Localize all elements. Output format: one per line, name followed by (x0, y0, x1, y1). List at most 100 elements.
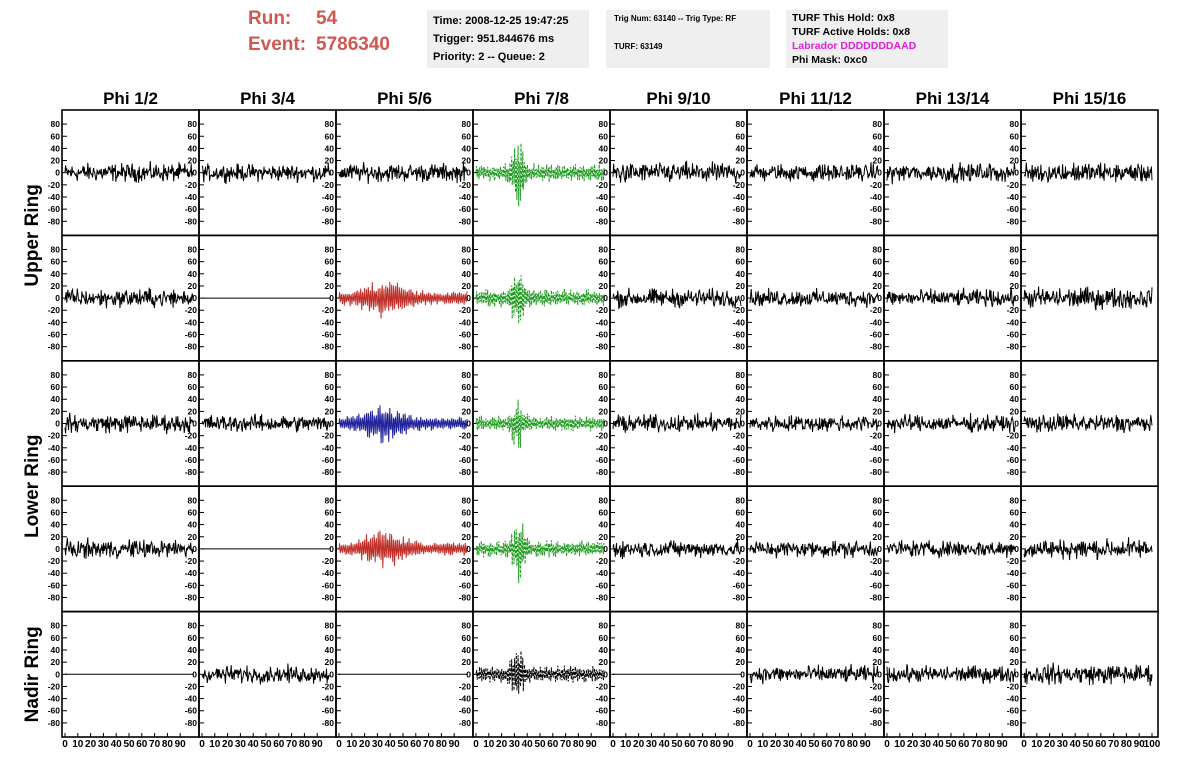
waveform-panel: -80 -60 -40 -20 0 20 40 60 80 (870, 610, 1022, 738)
x-tick-label: 30 (783, 739, 795, 750)
y-tick-label: 80 (873, 495, 883, 505)
y-tick-label: -20 (322, 681, 335, 691)
y-tick-label: -40 (1007, 192, 1020, 202)
y-tick-label: -60 (733, 706, 746, 716)
y-tick-label: 80 (599, 495, 609, 505)
waveform-panel: -80 -60 -40 -20 0 20 40 60 80 (185, 485, 337, 613)
y-tick-label: 40 (325, 269, 335, 279)
y-tick-label: -80 (322, 718, 335, 728)
timing-panel: Time: 2008-12-25 19:47:25 Trigger: 951.8… (427, 10, 589, 68)
y-tick-label: 20 (736, 156, 746, 166)
y-tick-label: -20 (596, 681, 609, 691)
waveform-panel: -80 -60 -40 -20 0 20 40 60 80 (48, 485, 200, 613)
time-text: Time: 2008-12-25 19:47:25 (433, 15, 569, 27)
y-tick-label: -20 (870, 681, 883, 691)
x-tick-label: 10 (620, 739, 632, 750)
y-tick-label: 0 (740, 544, 745, 554)
y-tick-label: -40 (48, 443, 61, 453)
waveform-trace (64, 412, 194, 435)
y-tick-label: -40 (322, 317, 335, 327)
x-tick-label: 70 (697, 739, 709, 750)
y-tick-label: -20 (733, 681, 746, 691)
x-tick-label: 20 (496, 739, 508, 750)
x-tick-label: 60 (684, 739, 696, 750)
y-tick-label: 20 (51, 657, 61, 667)
waveform-panel: -80 -60 -40 -20 0 20 40 60 80 (322, 610, 474, 738)
x-tick-label: 40 (248, 739, 260, 750)
y-tick-label: -20 (322, 305, 335, 315)
turf-hold-text: TURF This Hold: 0x8 (792, 12, 895, 24)
y-tick-label: -40 (48, 694, 61, 704)
y-tick-label: 20 (1010, 281, 1020, 291)
y-tick-label: 40 (873, 645, 883, 655)
waveform-trace (1023, 662, 1153, 686)
y-tick-label: -80 (733, 718, 746, 728)
waveform-panel: -80 -60 -40 -20 0 20 40 60 80 (48, 359, 200, 487)
y-tick-label: 20 (462, 281, 472, 291)
y-tick-label: 40 (325, 520, 335, 530)
waveform-panel: -80 -60 -40 -20 0 20 40 60 80 (185, 359, 337, 487)
waveform-panel: -80 -60 -40 -20 0 20 40 60 80 (733, 234, 885, 362)
y-tick-label: 80 (736, 119, 746, 129)
y-tick-label: -20 (1007, 681, 1020, 691)
y-tick-label: -80 (870, 467, 883, 477)
y-tick-label: 0 (192, 419, 197, 429)
x-tick-label: 90 (723, 739, 735, 750)
x-tick-label: 80 (573, 739, 585, 750)
y-tick-label: 80 (1010, 621, 1020, 631)
run-value: 54 (316, 8, 338, 29)
y-tick-label: -60 (1007, 455, 1020, 465)
waveform-panel: -80 -60 -40 -20 0 20 40 60 80 (1007, 359, 1159, 487)
x-tick-label: 50 (945, 739, 957, 750)
y-tick-label: 60 (599, 633, 609, 643)
y-tick-label: -40 (185, 192, 198, 202)
x-tick-label: 50 (808, 739, 820, 750)
y-tick-label: 80 (873, 370, 883, 380)
x-tick-label: 0 (336, 739, 342, 750)
y-tick-label: 40 (736, 520, 746, 530)
y-tick-label: 0 (877, 419, 882, 429)
waveform-panel: -80 -60 -40 -20 0 20 40 60 80 (870, 359, 1022, 487)
waveform-trace (749, 415, 879, 433)
x-tick-label: 40 (111, 739, 123, 750)
y-tick-label: 40 (462, 394, 472, 404)
y-tick-label: 80 (1010, 119, 1020, 129)
y-tick-label: -40 (48, 317, 61, 327)
y-tick-label: 80 (599, 119, 609, 129)
y-tick-label: 0 (877, 544, 882, 554)
x-tick-label: 20 (1044, 739, 1056, 750)
y-tick-label: 80 (51, 495, 61, 505)
waveform-panel: -80 -60 -40 -20 0 20 40 60 80 (733, 109, 885, 237)
y-tick-label: -80 (596, 216, 609, 226)
y-tick-label: 80 (51, 370, 61, 380)
y-tick-label: -60 (870, 580, 883, 590)
waveform-panel: -80 -60 -40 -20 0 20 40 60 80 (48, 109, 200, 237)
x-tick-label: 40 (933, 739, 945, 750)
y-tick-label: 80 (736, 245, 746, 255)
y-tick-label: 80 (462, 621, 472, 631)
y-tick-label: -20 (733, 180, 746, 190)
x-tick-label: 0 (610, 739, 616, 750)
y-tick-label: 40 (51, 269, 61, 279)
y-tick-label: 60 (1010, 382, 1020, 392)
y-tick-label: 20 (1010, 406, 1020, 416)
y-tick-label: -40 (596, 694, 609, 704)
y-tick-label: -40 (870, 568, 883, 578)
x-tick-label: 20 (222, 739, 234, 750)
x-tick-label: 100 (1144, 739, 1161, 750)
y-tick-label: 80 (188, 370, 198, 380)
y-tick-label: -60 (596, 330, 609, 340)
event-row: Event: 5786340 (248, 32, 390, 58)
y-tick-label: 20 (51, 156, 61, 166)
x-tick-label: 90 (449, 739, 461, 750)
x-tick-label: 20 (359, 739, 371, 750)
waveform-panel: -80 -60 -40 -20 0 20 40 60 80 (459, 485, 611, 613)
y-tick-label: 0 (55, 419, 60, 429)
x-tick-label: 10 (894, 739, 906, 750)
y-tick-label: 40 (736, 645, 746, 655)
y-tick-label: 40 (1010, 394, 1020, 404)
x-tick-label: 80 (710, 739, 722, 750)
y-tick-label: -40 (185, 694, 198, 704)
x-tick-label: 30 (509, 739, 521, 750)
y-tick-label: -40 (322, 694, 335, 704)
